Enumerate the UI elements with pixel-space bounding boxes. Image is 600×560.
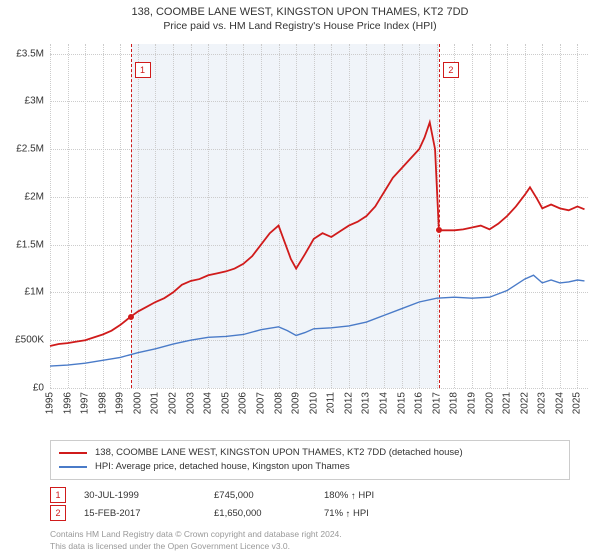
gridline-h — [50, 388, 588, 389]
footnote: Contains HM Land Registry data © Crown c… — [50, 528, 580, 552]
y-tick-label: £2.5M — [16, 144, 44, 155]
x-tick-label: 2018 — [449, 392, 460, 414]
sale-number-badge: 1 — [50, 487, 66, 503]
x-tick-label: 2002 — [168, 392, 179, 414]
x-tick-label: 2019 — [466, 392, 477, 414]
sale-price: £745,000 — [214, 490, 324, 501]
x-tick-label: 2016 — [414, 392, 425, 414]
x-tick-label: 2012 — [343, 392, 354, 414]
x-tick-label: 2005 — [220, 392, 231, 414]
x-tick-label: 2020 — [484, 392, 495, 414]
x-tick-label: 1997 — [80, 392, 91, 414]
x-tick-label: 2008 — [273, 392, 284, 414]
x-tick-label: 1995 — [45, 392, 56, 414]
y-tick-label: £500K — [15, 335, 44, 346]
sales-table: 1 30-JUL-1999£745,000180% ↑ HPI 2 15-FEB-20… — [50, 486, 570, 522]
legend-swatch — [59, 452, 87, 454]
arrow-up-icon: ↑ — [351, 491, 356, 502]
x-tick-label: 2022 — [519, 392, 530, 414]
legend: 138, COOMBE LANE WEST, KINGSTON UPON THA… — [50, 440, 570, 480]
x-tick-label: 2009 — [291, 392, 302, 414]
sale-hpi-change: 180% ↑ HPI — [324, 490, 374, 501]
series-hpi — [50, 275, 584, 366]
sale-price: £1,650,000 — [214, 508, 324, 519]
x-tick-label: 2010 — [308, 392, 319, 414]
x-tick-label: 2000 — [132, 392, 143, 414]
x-tick-label: 2004 — [203, 392, 214, 414]
y-tick-label: £1.5M — [16, 239, 44, 250]
legend-swatch — [59, 466, 87, 468]
x-tick-label: 2011 — [326, 392, 337, 414]
chart-subtitle: Price paid vs. HM Land Registry's House … — [0, 20, 600, 32]
x-tick-label: 1999 — [115, 392, 126, 414]
title-block: 138, COOMBE LANE WEST, KINGSTON UPON THA… — [0, 0, 600, 32]
x-tick-label: 2001 — [150, 392, 161, 414]
x-tick-label: 2013 — [361, 392, 372, 414]
x-tick-label: 2014 — [379, 392, 390, 414]
y-tick-label: £3.5M — [16, 48, 44, 59]
x-tick-label: 1996 — [62, 392, 73, 414]
x-tick-label: 2003 — [185, 392, 196, 414]
sale-number-badge: 2 — [50, 505, 66, 521]
y-tick-label: £0 — [33, 383, 44, 394]
x-tick-label: 2017 — [431, 392, 442, 414]
sale-date: 15-FEB-2017 — [84, 508, 214, 519]
legend-label: 138, COOMBE LANE WEST, KINGSTON UPON THA… — [95, 446, 463, 460]
x-tick-label: 1998 — [97, 392, 108, 414]
y-axis: £0£500K£1M£1.5M£2M£2.5M£3M£3.5M — [0, 44, 48, 388]
footnote-line: This data is licensed under the Open Gov… — [50, 540, 580, 552]
x-tick-label: 2025 — [572, 392, 583, 414]
y-tick-label: £3M — [25, 96, 44, 107]
sale-row: 2 15-FEB-2017£1,650,00071% ↑ HPI — [50, 504, 570, 522]
sale-row: 1 30-JUL-1999£745,000180% ↑ HPI — [50, 486, 570, 504]
y-tick-label: £1M — [25, 287, 44, 298]
sale-date: 30-JUL-1999 — [84, 490, 214, 501]
legend-label: HPI: Average price, detached house, King… — [95, 460, 350, 474]
x-tick-label: 2015 — [396, 392, 407, 414]
chart-container: 138, COOMBE LANE WEST, KINGSTON UPON THA… — [0, 0, 600, 560]
legend-item: HPI: Average price, detached house, King… — [59, 460, 561, 474]
x-tick-label: 2021 — [502, 392, 513, 414]
y-tick-label: £2M — [25, 191, 44, 202]
footnote-line: Contains HM Land Registry data © Crown c… — [50, 528, 580, 540]
chart-title: 138, COOMBE LANE WEST, KINGSTON UPON THA… — [0, 6, 600, 18]
x-tick-label: 2007 — [255, 392, 266, 414]
x-tick-label: 2006 — [238, 392, 249, 414]
x-axis: 1995199619971998199920002001200220032004… — [50, 390, 588, 440]
arrow-up-icon: ↑ — [346, 509, 351, 520]
plot-area: 12 — [50, 44, 588, 388]
x-tick-label: 2024 — [554, 392, 565, 414]
sale-hpi-change: 71% ↑ HPI — [324, 508, 369, 519]
line-layer — [50, 44, 588, 388]
legend-item: 138, COOMBE LANE WEST, KINGSTON UPON THA… — [59, 446, 561, 460]
series-property — [50, 122, 584, 346]
x-tick-label: 2023 — [537, 392, 548, 414]
